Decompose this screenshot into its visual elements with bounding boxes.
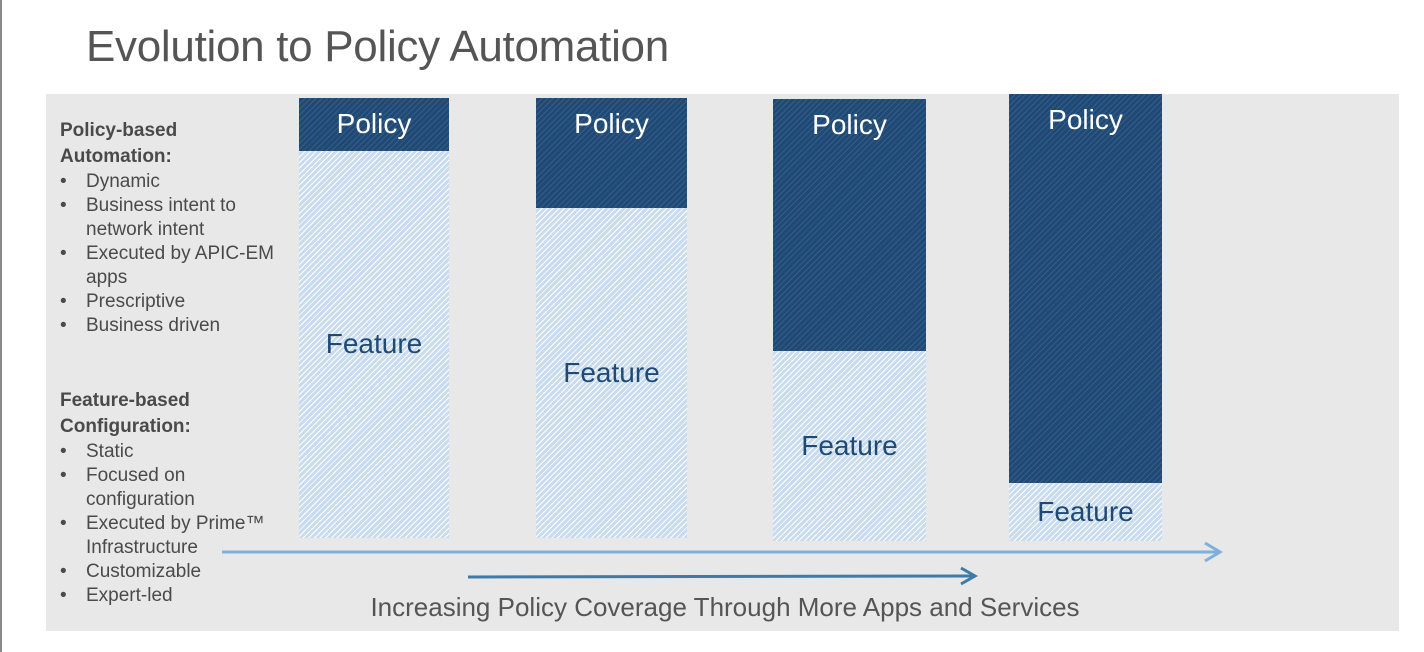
feature-segment: Feature <box>536 208 687 538</box>
legend-item: Business driven <box>60 314 290 338</box>
arrow-caption: Increasing Policy Coverage Through More … <box>370 592 1080 622</box>
stack-bar-2: Policy Feature <box>536 98 687 538</box>
short-arrow <box>467 566 979 586</box>
policy-segment: Policy <box>1009 94 1162 483</box>
legend-item: Dynamic <box>60 170 290 194</box>
feature-label: Feature <box>1037 495 1134 527</box>
legend-policy-list: Dynamic Business intent to network inten… <box>60 170 290 338</box>
short-arrow-shaft <box>467 574 973 579</box>
legend-feature-heading: Feature-based Configuration: <box>60 390 191 437</box>
legend-item: Executed by Prime™ Infrastructure <box>60 512 290 560</box>
stack-bar-1: Policy Feature <box>299 98 449 538</box>
feature-label: Feature <box>801 429 898 461</box>
feature-segment: Feature <box>1009 482 1162 541</box>
left-edge-rule <box>0 0 2 652</box>
feature-label: Feature <box>563 357 660 388</box>
legend-item: Customizable <box>60 560 290 584</box>
legend-item: Static <box>60 440 290 464</box>
long-arrow <box>222 541 1223 563</box>
legend-item: Business intent to network intent <box>60 194 290 242</box>
stack-bar-4: Policy Feature <box>1009 94 1162 541</box>
legend-item: Prescriptive <box>60 290 290 314</box>
legend-item: Expert-led <box>60 584 290 608</box>
policy-label: Policy <box>1048 104 1123 135</box>
policy-label: Policy <box>812 109 887 140</box>
policy-segment: Policy <box>299 98 449 151</box>
stack-bar-3: Policy Feature <box>773 99 926 541</box>
long-arrow-head <box>1204 541 1223 563</box>
legend-feature-list: Static Focused on configuration Executed… <box>60 440 290 608</box>
legend-feature-based: Feature-based Configuration: Static Focu… <box>60 388 290 608</box>
policy-label: Policy <box>574 108 649 139</box>
slide-title: Evolution to Policy Automation <box>86 22 669 71</box>
short-arrow-head <box>960 566 979 586</box>
feature-segment: Feature <box>773 350 926 541</box>
feature-segment: Feature <box>299 150 449 538</box>
policy-segment: Policy <box>773 99 926 351</box>
legend-item: Focused on configuration <box>60 464 290 512</box>
policy-label: Policy <box>336 108 412 139</box>
legend-policy-based: Policy-based Automation: Dynamic Busines… <box>60 118 290 338</box>
legend-item: Executed by APIC-EM apps <box>60 242 290 290</box>
policy-segment: Policy <box>536 98 687 208</box>
legend-policy-heading: Policy-based Automation: <box>60 120 178 167</box>
feature-label: Feature <box>325 328 423 360</box>
